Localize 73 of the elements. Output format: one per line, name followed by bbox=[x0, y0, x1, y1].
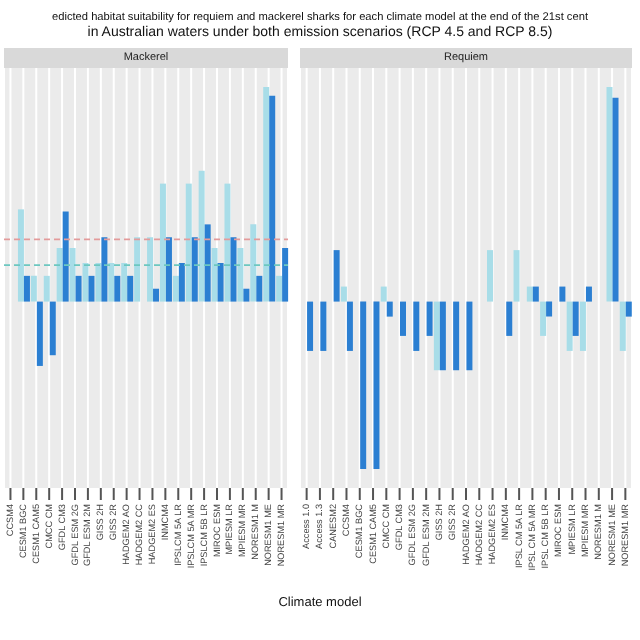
bar bbox=[386, 301, 393, 317]
bar bbox=[172, 275, 179, 302]
bar bbox=[108, 262, 115, 302]
bar bbox=[579, 301, 586, 351]
bar bbox=[506, 301, 513, 336]
bar bbox=[198, 170, 205, 302]
bar bbox=[153, 288, 160, 302]
bar bbox=[486, 250, 493, 302]
bar bbox=[373, 301, 380, 469]
bar bbox=[340, 286, 347, 302]
bar bbox=[526, 286, 533, 302]
bar bbox=[572, 301, 579, 336]
bar bbox=[191, 237, 198, 302]
bar bbox=[360, 301, 367, 469]
bar bbox=[82, 262, 89, 302]
bar bbox=[165, 237, 172, 302]
bar bbox=[276, 275, 283, 302]
bar bbox=[43, 275, 50, 302]
bar bbox=[619, 301, 626, 351]
bar bbox=[230, 237, 237, 302]
bar bbox=[426, 301, 433, 336]
bar bbox=[320, 301, 327, 351]
bar bbox=[606, 87, 613, 302]
bar bbox=[56, 247, 63, 302]
bar bbox=[612, 97, 619, 302]
bar bbox=[532, 286, 539, 302]
bar bbox=[243, 288, 250, 302]
bar bbox=[263, 87, 270, 302]
bar bbox=[466, 301, 473, 371]
bar bbox=[400, 301, 407, 336]
bar bbox=[217, 262, 224, 302]
bar bbox=[346, 301, 353, 351]
bar bbox=[513, 250, 520, 302]
bar bbox=[88, 275, 95, 302]
bar bbox=[585, 286, 592, 302]
bar bbox=[546, 301, 553, 317]
bar bbox=[127, 275, 134, 302]
bar bbox=[237, 247, 244, 302]
bar bbox=[185, 183, 192, 302]
bar bbox=[30, 275, 37, 302]
bar bbox=[62, 211, 69, 302]
bar bbox=[147, 237, 154, 302]
bar bbox=[269, 95, 276, 302]
bar bbox=[439, 301, 446, 371]
bar bbox=[75, 275, 82, 302]
bar bbox=[625, 301, 632, 317]
bar bbox=[380, 286, 387, 302]
bar bbox=[101, 237, 108, 302]
bar bbox=[95, 262, 102, 302]
bar bbox=[204, 224, 211, 302]
bar bbox=[256, 275, 263, 302]
bar bbox=[282, 247, 289, 302]
bar bbox=[307, 301, 314, 351]
bar bbox=[540, 301, 547, 336]
bar bbox=[559, 286, 566, 302]
bar bbox=[566, 301, 573, 351]
bar bbox=[211, 247, 218, 302]
bar bbox=[49, 301, 56, 356]
bar bbox=[17, 209, 24, 302]
bar bbox=[69, 247, 76, 302]
bar bbox=[114, 275, 121, 302]
bar bbox=[433, 301, 440, 371]
bar bbox=[159, 183, 166, 302]
bar bbox=[121, 262, 128, 302]
bar bbox=[333, 250, 340, 302]
bar bbox=[413, 301, 420, 351]
bar bbox=[134, 237, 141, 302]
bar bbox=[36, 301, 43, 366]
bar bbox=[250, 224, 257, 302]
bar bbox=[453, 301, 460, 371]
bar bbox=[224, 183, 231, 302]
bar bbox=[23, 275, 30, 302]
bar bbox=[178, 262, 185, 302]
